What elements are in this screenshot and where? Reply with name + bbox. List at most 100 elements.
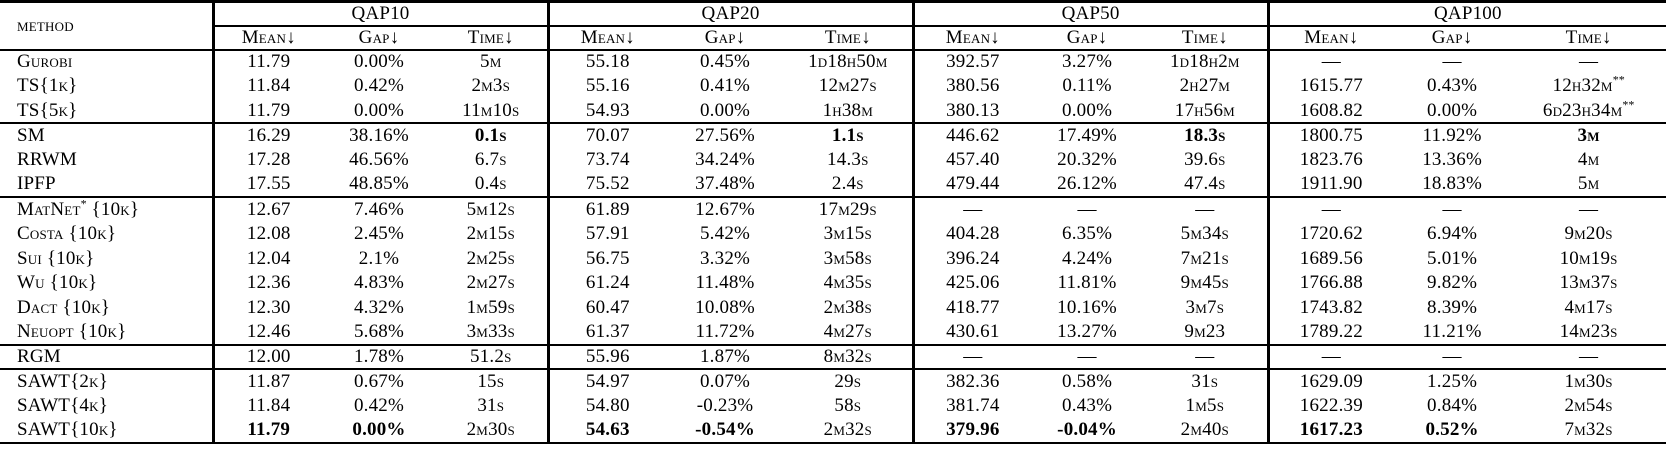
data-cell: 6.35% xyxy=(1062,222,1113,244)
data-cell: — xyxy=(1442,198,1462,220)
data-cell: 1911.90 xyxy=(1268,172,1394,199)
data-cell: 4m35s xyxy=(784,270,915,296)
data-cell: 11.21% xyxy=(1393,320,1512,346)
data-cell: 0.67% xyxy=(353,371,405,393)
col-header-mean: Mean↓ xyxy=(1268,25,1394,51)
data-cell: 26.12% xyxy=(1031,172,1144,199)
data-cell: 16.29 xyxy=(246,125,291,147)
data-cell: 2m40s xyxy=(1143,418,1270,443)
col-header-time: Time↓ xyxy=(1143,25,1270,51)
table-row: TS{5k} 11.79 0.00% 11m10s 54.93 0.00% 1h38m 380… xyxy=(0,98,1666,125)
data-cell: 1m5s xyxy=(1143,393,1270,419)
data-cell: 0.07% xyxy=(699,371,751,393)
col-header-method: method xyxy=(0,1,215,51)
table-row: SM 16.29 38.16% 0.1s 70.07 27.56% 1.1s 446.62 17… xyxy=(0,123,1666,148)
data-cell: 11.72% xyxy=(666,320,785,346)
data-cell: 2.1% xyxy=(358,247,400,269)
data-cell: 0.00% xyxy=(352,419,406,441)
superscript-asterisk: ** xyxy=(1622,98,1635,112)
data-cell: 7.46% xyxy=(353,198,405,220)
data-cell: 0.11% xyxy=(1062,75,1112,97)
data-cell: 4m27s xyxy=(784,320,915,346)
data-cell: 4m xyxy=(1577,149,1600,171)
method-cell: TS{1k} xyxy=(0,74,215,99)
data-cell: 1689.56 xyxy=(1299,247,1363,269)
data-cell: 2m3s xyxy=(435,74,550,99)
method-cell: Neuopt {10k} xyxy=(0,320,215,346)
data-cell: 61.37 xyxy=(548,320,667,346)
data-cell: 55.18 xyxy=(585,51,630,73)
col-header-gap: Gap↓ xyxy=(1393,25,1512,51)
data-cell: 11.79 xyxy=(247,51,291,73)
data-cell: 396.24 xyxy=(946,247,1000,269)
data-cell: 38.16% xyxy=(349,125,409,147)
data-cell: 12.36 xyxy=(246,272,291,294)
data-cell: 3.27% xyxy=(1062,51,1113,73)
data-cell: 17m29s xyxy=(784,197,915,222)
method-cell: SM xyxy=(0,123,215,148)
data-cell: 9m20s xyxy=(1564,222,1613,244)
data-cell: 8.39% xyxy=(1427,296,1478,318)
data-cell: 4.24% xyxy=(1062,247,1113,269)
data-cell: 3.32% xyxy=(699,247,751,269)
data-cell: 10.08% xyxy=(695,296,755,318)
data-cell: 6.94% xyxy=(1427,222,1478,244)
data-cell: — xyxy=(1143,197,1270,222)
data-cell: 0.42% xyxy=(353,395,405,417)
data-cell: 2m25s xyxy=(435,246,550,271)
data-cell: 5m34s xyxy=(1143,221,1270,247)
group-header-qap50: QAP50 xyxy=(913,1,1270,27)
data-cell: 5.01% xyxy=(1427,247,1478,269)
data-cell: 5.42% xyxy=(699,222,751,244)
data-cell: 11.84 xyxy=(247,75,291,97)
data-cell: — xyxy=(1442,51,1462,73)
data-cell: 54.80 xyxy=(585,395,630,417)
data-cell: 51.2s xyxy=(435,344,550,371)
data-cell: 2m32s xyxy=(784,418,915,443)
method-cell: SAWT{2k} xyxy=(0,369,215,394)
table-row: Sui {10k} 12.04 2.1% 2m25s 56.75 3.32% 3m58s 39… xyxy=(0,246,1666,271)
data-cell: 0.00% xyxy=(666,98,785,125)
data-cell: 75.52 xyxy=(548,172,667,199)
data-cell: 392.57 xyxy=(946,51,1000,73)
data-cell: 3m15s xyxy=(784,221,915,247)
data-cell: 12.04 xyxy=(246,247,291,269)
data-cell: 17.49% xyxy=(1057,125,1117,147)
data-cell: 479.44 xyxy=(913,172,1032,199)
data-cell: 1615.77 xyxy=(1299,75,1363,97)
data-cell: 1800.75 xyxy=(1299,125,1363,147)
data-cell: 430.61 xyxy=(913,320,1032,346)
method-cell: IPFP xyxy=(0,172,215,199)
table-row: SAWT{10k} 11.79 0.00% 2m30s 54.63 -0.54% 2m32s… xyxy=(0,418,1666,443)
data-cell: 2m38s xyxy=(784,295,915,321)
data-cell: 4.32% xyxy=(353,296,405,318)
data-cell: 0.00% xyxy=(1393,98,1512,125)
data-cell: 5m xyxy=(1511,172,1666,199)
table-row: IPFP 17.55 48.85% 0.4s 75.52 37.48% 2.4s 479.44… xyxy=(0,172,1666,199)
data-cell: — xyxy=(963,198,983,220)
data-cell: 1.25% xyxy=(1427,371,1478,393)
method-cell: RGM xyxy=(0,344,215,371)
data-cell: 0.52% xyxy=(1425,419,1479,441)
method-cell: RRWM xyxy=(0,147,215,173)
data-cell: — xyxy=(1579,51,1599,73)
data-cell: 425.06 xyxy=(946,272,1000,294)
data-cell: 0.4s xyxy=(435,172,550,199)
data-cell: 2.4s xyxy=(784,172,915,199)
data-cell: 1h38m xyxy=(784,98,915,125)
data-cell: 0.41% xyxy=(699,75,751,97)
data-cell: 1629.09 xyxy=(1299,371,1363,393)
data-cell: 15s xyxy=(435,369,550,394)
data-cell: 70.07 xyxy=(585,125,630,147)
data-cell: 18.83% xyxy=(1393,172,1512,199)
data-cell: 2m15s xyxy=(435,221,550,247)
data-cell: 0.1s xyxy=(435,123,550,148)
data-cell: 73.74 xyxy=(585,149,630,171)
data-cell: 10m19s xyxy=(1559,247,1618,269)
data-cell: 1789.22 xyxy=(1268,320,1394,346)
data-cell: 5.68% xyxy=(323,320,435,346)
data-cell: 0.84% xyxy=(1427,395,1478,417)
data-cell: 46.56% xyxy=(349,149,409,171)
data-cell: 9m23 xyxy=(1143,320,1270,346)
data-cell: 2m30s xyxy=(435,418,550,443)
